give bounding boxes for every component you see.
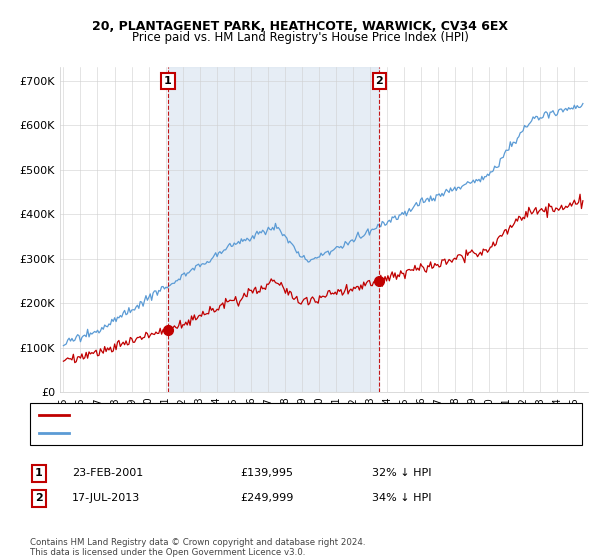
Text: 20, PLANTAGENET PARK, HEATHCOTE, WARWICK, CV34 6EX: 20, PLANTAGENET PARK, HEATHCOTE, WARWICK… xyxy=(92,20,508,32)
Text: £139,995: £139,995 xyxy=(240,468,293,478)
Text: HPI: Average price, detached house, Warwick: HPI: Average price, detached house, Warw… xyxy=(75,428,311,438)
Text: £249,999: £249,999 xyxy=(240,493,293,503)
Text: 2: 2 xyxy=(35,493,43,503)
Text: 34% ↓ HPI: 34% ↓ HPI xyxy=(372,493,431,503)
Text: 1: 1 xyxy=(35,468,43,478)
Text: 1: 1 xyxy=(164,76,172,86)
Text: 32% ↓ HPI: 32% ↓ HPI xyxy=(372,468,431,478)
Bar xyxy=(168,67,379,392)
Text: Price paid vs. HM Land Registry's House Price Index (HPI): Price paid vs. HM Land Registry's House … xyxy=(131,31,469,44)
Text: 17-JUL-2013: 17-JUL-2013 xyxy=(72,493,140,503)
Text: 20, PLANTAGENET PARK, HEATHCOTE, WARWICK, CV34 6EX (detached house): 20, PLANTAGENET PARK, HEATHCOTE, WARWICK… xyxy=(75,410,479,420)
Text: 23-FEB-2001: 23-FEB-2001 xyxy=(72,468,143,478)
Text: 2: 2 xyxy=(376,76,383,86)
Text: Contains HM Land Registry data © Crown copyright and database right 2024.
This d: Contains HM Land Registry data © Crown c… xyxy=(30,538,365,557)
